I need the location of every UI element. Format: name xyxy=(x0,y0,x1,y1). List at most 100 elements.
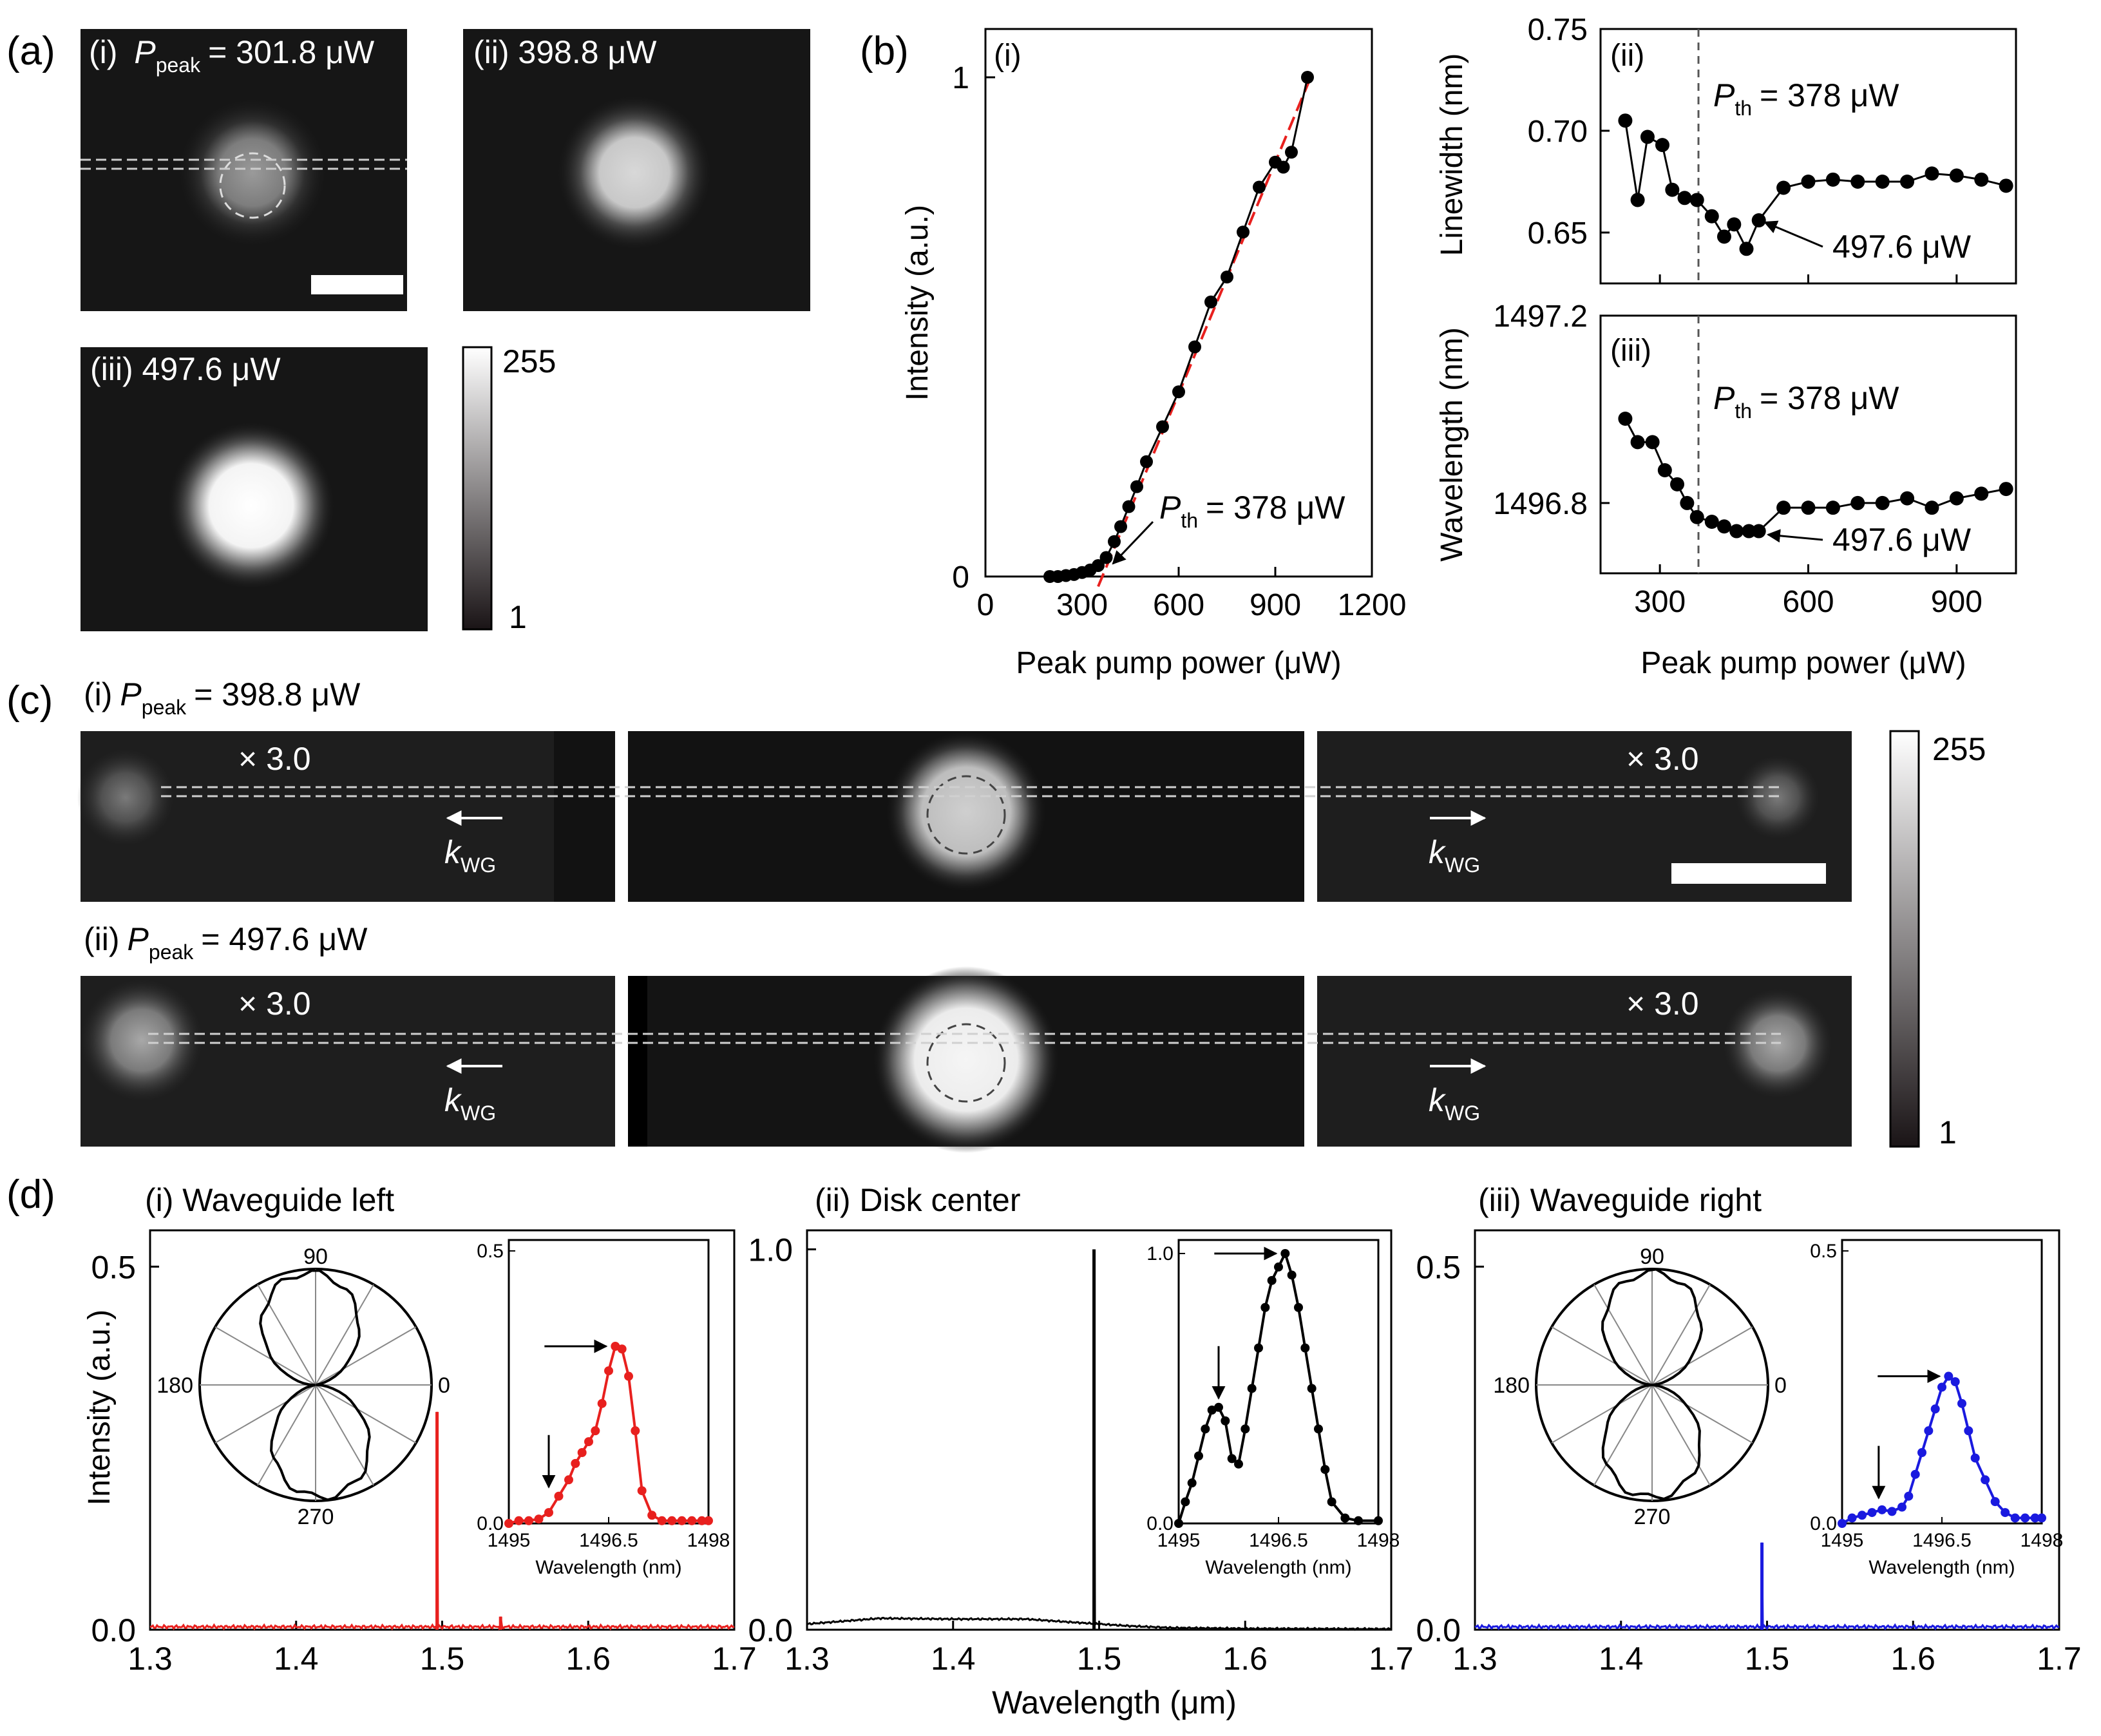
d-iii-inset-point xyxy=(1904,1491,1914,1501)
d-ii-inset-point xyxy=(1241,1424,1250,1434)
b-iii-point xyxy=(1974,486,1989,501)
a-cbar-max: 255 xyxy=(502,343,556,379)
d-i-inset-xlabel: Wavelength (nm) xyxy=(535,1557,681,1578)
d-i-xtick-label: 1.7 xyxy=(712,1641,757,1677)
b-iii-ylabel: Wavelength (nm) xyxy=(1435,327,1469,562)
b-iii-xtick-label: 900 xyxy=(1931,585,1982,619)
d-i-polar-spoke xyxy=(214,1326,417,1444)
b-ii-ytick-label: 0.70 xyxy=(1528,115,1588,149)
d-ii-inset-point xyxy=(1234,1459,1243,1469)
d-iii-polar-label-180: 180 xyxy=(1493,1373,1530,1398)
d-ii-inset-point xyxy=(1354,1516,1363,1525)
d-iii-inset-xtick-label: 1496.5 xyxy=(1912,1530,1972,1551)
d-iii-inset-point xyxy=(2010,1513,2020,1523)
b-ii-point xyxy=(1999,178,2013,193)
d-ii-inset-point xyxy=(1260,1302,1270,1312)
d-i-inset-point xyxy=(597,1398,607,1408)
d-ii-ytick-label: 1.0 xyxy=(748,1232,793,1268)
c-row-ii-images: × 3.0 × 3.0 kWG kWG xyxy=(81,966,1852,1153)
c-ii-left-k: k xyxy=(444,1082,462,1118)
b-iii-panel-tag: (iii) xyxy=(1610,334,1651,368)
d-i-title: (i) Waveguide left xyxy=(145,1182,394,1218)
d-iii-inset-point xyxy=(1878,1505,1887,1514)
b-iii-point xyxy=(1729,524,1744,539)
b-i-point xyxy=(1221,271,1233,283)
c-cbar-max: 255 xyxy=(1932,731,1986,767)
d-iii-inset-point xyxy=(2037,1513,2046,1523)
b-i-xtick-label: 600 xyxy=(1153,588,1204,622)
d-iii-inset-point xyxy=(1937,1382,1946,1392)
b-iii-point xyxy=(1825,501,1840,515)
d-iii-inset-ytick-label: 0.0 xyxy=(1810,1513,1837,1534)
b-ii-point xyxy=(1739,242,1754,256)
b-iii-point xyxy=(1670,477,1685,491)
d-ii-xtick-label: 1.3 xyxy=(784,1641,830,1677)
d-i-inset-point xyxy=(657,1516,667,1525)
svg-text:kWG: kWG xyxy=(1429,1082,1480,1125)
d-ii-inset-point xyxy=(1221,1416,1230,1426)
d-ii-xtick-label: 1.6 xyxy=(1222,1641,1268,1677)
b-iii-ytick-label: 1496.8 xyxy=(1493,487,1588,521)
d-i-inset-point xyxy=(604,1366,613,1376)
a-i-symbol: P xyxy=(134,34,156,70)
c-row-i-images: × 3.0 × 3.0 kWG kWG xyxy=(77,731,1852,902)
d-iii-inset-point xyxy=(1858,1511,1867,1520)
d-ii-inset-point xyxy=(1320,1465,1330,1474)
b-ii-ytick-label: 0.75 xyxy=(1528,13,1588,47)
b-ii-point xyxy=(1716,229,1731,244)
b-i-point xyxy=(1122,500,1136,513)
d-ii-inset-point xyxy=(1214,1402,1223,1412)
svg-text:kWG: kWG xyxy=(1429,834,1480,877)
d-ii-xtick-label: 1.5 xyxy=(1077,1641,1122,1677)
a-i-sub: peak xyxy=(156,53,201,77)
c-ii-right-k-sub: WG xyxy=(1445,1102,1480,1125)
b-i-point xyxy=(1204,295,1217,309)
c-i-sub: peak xyxy=(142,696,187,719)
d-ii-inset-ytick-label: 0.0 xyxy=(1146,1513,1174,1534)
d-iii-inset-point xyxy=(1838,1519,1847,1528)
chart-b-iii: (iii) Wavelength (nm) Peak pump power (μ… xyxy=(1435,300,2017,680)
d-iii-xtick-label: 1.4 xyxy=(1599,1641,1644,1677)
b-iii-pth-value: = 378 μW xyxy=(1760,380,1899,416)
c-ii-symbol: P xyxy=(128,921,149,957)
b-iii-point xyxy=(1657,463,1672,477)
c-i-value: = 398.8 μW xyxy=(194,676,361,712)
chart-b-i: (i) Intensity (a.u.) Peak pump power (μW… xyxy=(900,28,1406,680)
d-ii-spectrum-line xyxy=(806,1249,1392,1631)
d-iii-xtick-label: 1.7 xyxy=(2037,1641,2082,1677)
d-ii-inset-point xyxy=(1327,1497,1336,1507)
d-i-inset-point xyxy=(514,1516,524,1525)
d-iii-inset-point xyxy=(1897,1502,1906,1512)
a-i-tag: (i) xyxy=(89,34,117,70)
c-i-right-k-sub: WG xyxy=(1445,854,1480,877)
b-ii-point xyxy=(1630,193,1645,207)
d-i-inset-point xyxy=(591,1426,600,1436)
scale-bar xyxy=(311,275,403,294)
d-i-inset-point xyxy=(637,1486,647,1496)
c-row-ii-label: (ii) Ppeak = 497.6 μW xyxy=(84,921,368,964)
d-ii-inset-point xyxy=(1300,1343,1310,1353)
d-i-inset-point xyxy=(697,1516,707,1525)
d-i-inset-point xyxy=(624,1371,633,1381)
d-xlabel: Wavelength (μm) xyxy=(992,1684,1237,1721)
b-ii-point xyxy=(1850,175,1865,189)
d-i-inset-ytick-label: 0.0 xyxy=(477,1513,504,1534)
c-i-left-k-sub: WG xyxy=(461,854,496,877)
d-iii-polar-label-0: 0 xyxy=(1774,1373,1787,1398)
svg-text:kWG: kWG xyxy=(444,1082,496,1125)
c-ii-value: = 497.6 μW xyxy=(201,921,368,957)
c-i-right-k: k xyxy=(1429,834,1447,870)
d-iii-inset-point xyxy=(1990,1497,2000,1507)
d-ii-inset-point xyxy=(1174,1519,1183,1528)
b-i-ylabel: Intensity (a.u.) xyxy=(900,205,935,401)
d-iii-inset-point xyxy=(1910,1469,1920,1479)
d-i-inset-point xyxy=(544,1508,553,1518)
b-i-point xyxy=(1277,160,1290,174)
d-iii-xtick-label: 1.6 xyxy=(1890,1641,1935,1677)
d-i-inset-xtick-label: 1496.5 xyxy=(579,1530,638,1551)
b-i-point xyxy=(1108,535,1121,548)
d-i-xtick-label: 1.4 xyxy=(274,1641,319,1677)
d-i-inset-point xyxy=(524,1516,533,1525)
svg-text:kWG: kWG xyxy=(444,834,496,877)
